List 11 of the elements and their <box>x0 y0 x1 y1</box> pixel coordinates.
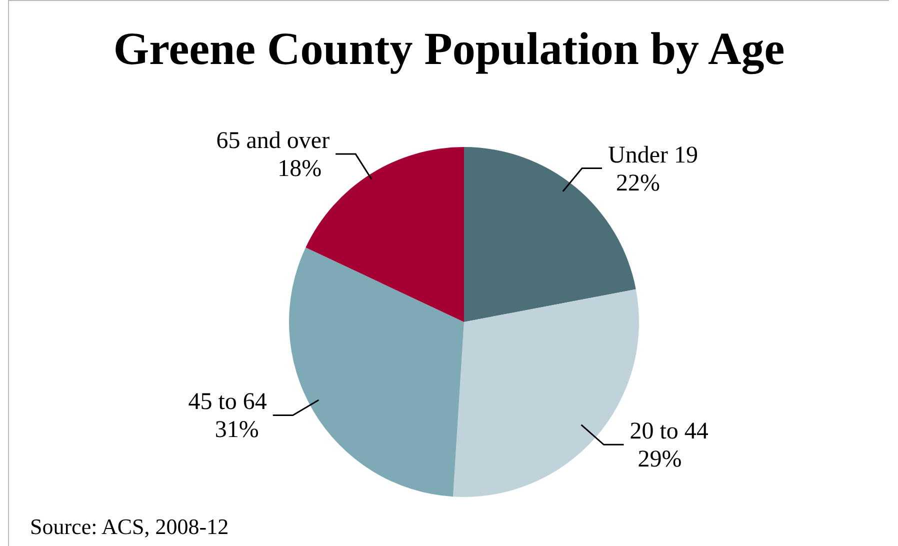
slice-label: Under 19 <box>608 142 698 168</box>
data-label: 31% <box>214 417 259 444</box>
pie-slice <box>289 247 464 497</box>
chart-title: Greene County Population by Age <box>112 22 786 75</box>
data-label: 29% <box>638 446 682 473</box>
source-note: Source: ACS, 2008-12 <box>30 514 229 540</box>
data-label: 22% <box>616 170 660 196</box>
data-label: 18% <box>278 156 322 182</box>
slice-label: 65 and over <box>216 128 330 154</box>
slice-label: 45 to 64 <box>188 389 267 416</box>
slice-label: 20 to 44 <box>630 418 708 445</box>
